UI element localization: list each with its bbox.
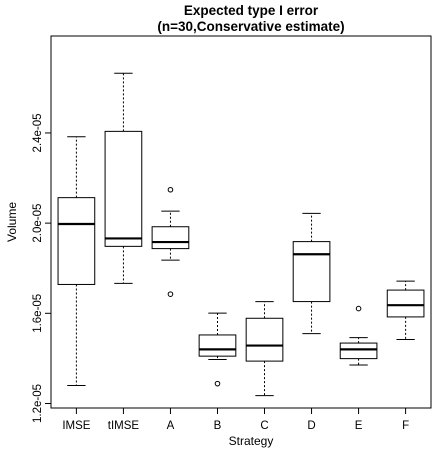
box-iqr	[386, 289, 425, 318]
y-tick-label: 2.0e-05	[32, 204, 44, 243]
outlier-point	[355, 305, 362, 312]
chart-title-line-2: (n=30,Conservative estimate)	[157, 19, 344, 34]
box-iqr	[245, 317, 284, 362]
box-iqr	[151, 226, 190, 250]
outlier-point	[214, 380, 221, 387]
x-tick-label: E	[355, 420, 363, 432]
y-axis-label: Volume	[5, 202, 19, 242]
outlier-point	[167, 291, 174, 297]
box-c	[245, 301, 284, 397]
x-tick-label: D	[307, 420, 315, 432]
box-b	[198, 312, 237, 387]
box-d	[292, 212, 331, 335]
box-timse	[104, 72, 143, 284]
plot-frame	[50, 35, 432, 409]
boxes-group	[57, 72, 425, 397]
x-tick-label: F	[402, 420, 409, 432]
box-iqr	[104, 130, 143, 247]
y-tick-label: 2.4e-05	[32, 113, 44, 152]
y-axis: 1.2e-05 1.6e-05 2.0e-05 2.4e-05	[32, 113, 51, 423]
y-tick-label: 1.2e-05	[32, 384, 44, 423]
box-f	[386, 280, 425, 340]
box-iqr	[57, 197, 96, 285]
x-tick-label: B	[214, 420, 222, 432]
chart-title-line-1: Expected type I error	[184, 3, 319, 18]
x-tick-label: tIMSE	[108, 420, 140, 432]
x-tick-label: IMSE	[62, 420, 90, 432]
x-tick-label: C	[260, 420, 268, 432]
box-imse	[57, 136, 96, 386]
box-iqr	[292, 241, 331, 303]
x-tick-label: A	[167, 420, 175, 432]
box-iqr	[339, 342, 378, 360]
box-e	[339, 305, 378, 366]
box-a	[151, 186, 190, 297]
x-axis-label: Strategy	[229, 434, 274, 448]
box-iqr	[198, 334, 237, 357]
y-tick-label: 1.6e-05	[32, 294, 44, 333]
outlier-point	[167, 186, 174, 193]
x-axis: IMSE tIMSE A B C D E F	[62, 408, 409, 432]
